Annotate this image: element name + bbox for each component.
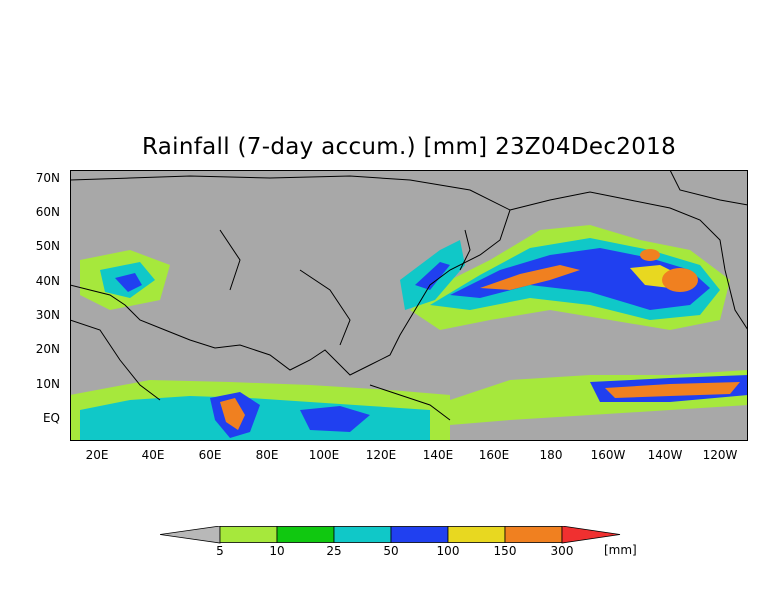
x-tick-label: 180 (539, 448, 563, 462)
x-tick-label: 20E (85, 448, 109, 462)
colorbar-segment (333, 526, 392, 543)
colorbar-segment (276, 526, 335, 543)
colorbar-label: 10 (269, 544, 285, 558)
x-tick-label: 80E (255, 448, 279, 462)
map-title: Rainfall (7-day accum.) [mm] 23Z04Dec201… (142, 134, 676, 160)
colorbar-label: 25 (326, 544, 342, 558)
colorbar-segment (561, 526, 621, 544)
x-tick-label: 100E (308, 448, 340, 462)
y-tick-label: 70N (35, 171, 60, 185)
colorbar-segment (447, 526, 506, 543)
x-tick-label: 60E (198, 448, 222, 462)
y-tick-label: 60N (35, 205, 60, 219)
colorbar-segment (160, 526, 221, 544)
y-tick-label: 10N (35, 377, 60, 391)
rainfall-map (70, 170, 748, 441)
colorbar-label: 50 (383, 544, 399, 558)
y-tick-label: 50N (35, 239, 60, 253)
colorbar-label: 300 (550, 544, 574, 558)
colorbar-segment (390, 526, 449, 543)
x-tick-label: 120W (702, 448, 738, 462)
colorbar-segment (504, 526, 563, 543)
colorbar (160, 526, 621, 544)
colorbar-segment (219, 526, 278, 543)
x-tick-label: 160E (478, 448, 510, 462)
y-tick-label: 30N (35, 308, 60, 322)
x-tick-label: 160W (590, 448, 626, 462)
colorbar-unit: [mm] (604, 543, 637, 557)
coastlines (70, 170, 748, 421)
y-tick-label: 40N (35, 274, 60, 288)
colorbar-label: 100 (436, 544, 460, 558)
rain-fields (70, 225, 748, 441)
x-tick-label: 40E (141, 448, 165, 462)
colorbar-label: 150 (493, 544, 517, 558)
x-tick-label: 120E (365, 448, 397, 462)
x-tick-label: 140W (647, 448, 683, 462)
colorbar-label: 5 (216, 544, 224, 558)
x-tick-label: 140E (422, 448, 454, 462)
y-tick-label: EQ (42, 411, 60, 425)
y-tick-label: 20N (35, 342, 60, 356)
